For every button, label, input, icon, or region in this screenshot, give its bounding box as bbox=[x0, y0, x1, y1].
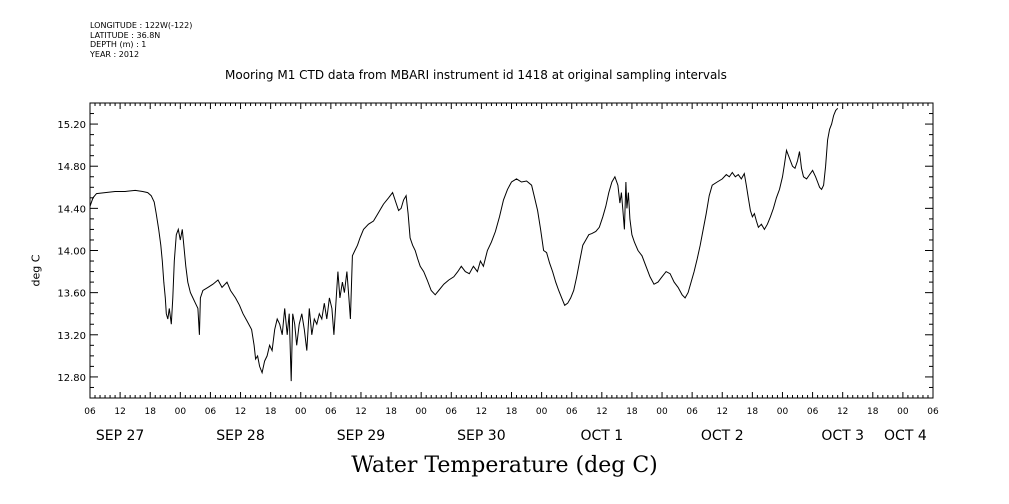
x-tick-label: 00 bbox=[897, 407, 909, 417]
chart-title: Mooring M1 CTD data from MBARI instrumen… bbox=[225, 68, 727, 82]
x-tick-label: 12 bbox=[355, 407, 366, 417]
x-day-label: SEP 30 bbox=[457, 428, 505, 444]
x-tick-label: 06 bbox=[927, 407, 939, 417]
x-tick-label: 18 bbox=[747, 407, 759, 417]
x-tick-label: 06 bbox=[566, 407, 578, 417]
axis-tick-labels: 06 12 18 00 06 12 18 00 06 12 18 00 06 12 18 00 06 12 18 00… bbox=[57, 120, 939, 444]
latitude-label: LATITUDE : 36.8N bbox=[90, 30, 161, 40]
x-tick-label: 18 bbox=[265, 407, 277, 417]
x-tick-label: 00 bbox=[536, 407, 548, 417]
y-tick-label: 15.20 bbox=[57, 120, 86, 131]
year-label: YEAR : 2012 bbox=[90, 49, 140, 59]
x-day-label: OCT 4 bbox=[884, 428, 927, 444]
x-tick-label: 18 bbox=[506, 407, 518, 417]
y-tick-label: 13.20 bbox=[57, 331, 86, 342]
x-tick-label: 06 bbox=[686, 407, 698, 417]
x-day-label: SEP 29 bbox=[337, 428, 385, 444]
x-axis-label: Water Temperature (deg C) bbox=[351, 453, 658, 478]
x-day-label: SEP 27 bbox=[96, 428, 144, 444]
x-tick-label: 18 bbox=[144, 407, 156, 417]
x-tick-label: 06 bbox=[84, 407, 96, 417]
x-tick-label: 18 bbox=[867, 407, 879, 417]
plot-frame bbox=[89, 102, 934, 399]
y-tick-label: 14.80 bbox=[57, 162, 86, 173]
x-tick-label: 00 bbox=[777, 407, 789, 417]
y-tick-label: 14.40 bbox=[57, 204, 86, 215]
x-tick-label: 06 bbox=[325, 407, 337, 417]
axis-ticks bbox=[89, 102, 934, 399]
x-tick-label: 18 bbox=[626, 407, 638, 417]
x-day-label: OCT 1 bbox=[580, 428, 623, 444]
x-tick-label: 06 bbox=[807, 407, 819, 417]
x-tick-label: 18 bbox=[385, 407, 397, 417]
x-tick-label: 00 bbox=[415, 407, 427, 417]
x-tick-label: 12 bbox=[114, 407, 125, 417]
x-tick-label: 12 bbox=[837, 407, 848, 417]
x-tick-label: 00 bbox=[295, 407, 307, 417]
x-tick-label: 00 bbox=[656, 407, 668, 417]
metadata-block: LONGITUDE : 122W(-122) LATITUDE : 36.8N … bbox=[90, 21, 192, 59]
x-tick-label: 12 bbox=[235, 407, 246, 417]
x-tick-label: 12 bbox=[596, 407, 607, 417]
x-day-label: OCT 2 bbox=[701, 428, 744, 444]
temperature-series-line bbox=[89, 107, 839, 382]
depth-label: DEPTH (m) : 1 bbox=[90, 40, 147, 49]
x-tick-label: 12 bbox=[717, 407, 728, 417]
x-day-label: SEP 28 bbox=[216, 428, 264, 444]
x-tick-label: 00 bbox=[175, 407, 187, 417]
x-day-label: OCT 3 bbox=[821, 428, 864, 444]
x-tick-label: 12 bbox=[476, 407, 487, 417]
longitude-label: LONGITUDE : 122W(-122) bbox=[90, 21, 193, 30]
y-tick-label: 14.00 bbox=[57, 247, 86, 258]
x-tick-label: 06 bbox=[446, 407, 458, 417]
x-tick-label: 06 bbox=[205, 407, 217, 417]
y-tick-label: 12.80 bbox=[57, 373, 86, 384]
y-tick-label: 13.60 bbox=[57, 289, 86, 300]
